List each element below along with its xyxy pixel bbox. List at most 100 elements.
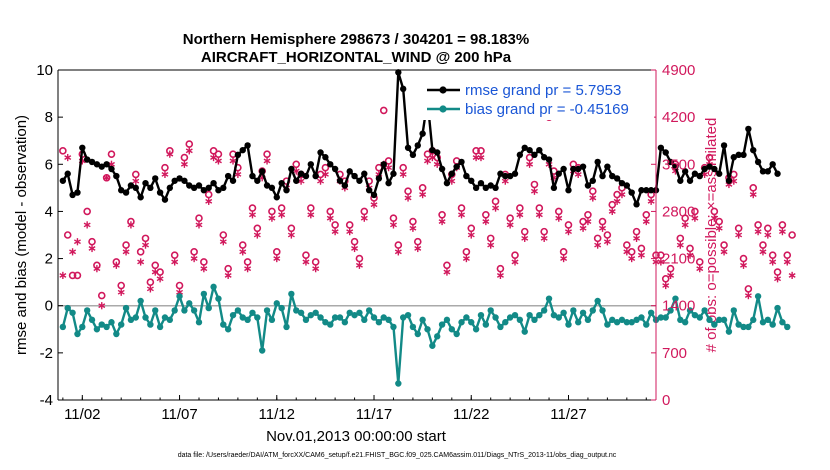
obs-possible-point xyxy=(525,153,534,162)
obs-possible-point xyxy=(253,224,262,233)
asterisk-stroke xyxy=(419,192,427,197)
y-tick-label-left: 6 xyxy=(45,156,53,173)
asterisk-stroke xyxy=(715,225,723,231)
y-tick-label-left: 8 xyxy=(45,109,53,126)
rmse-point xyxy=(122,189,130,196)
obs-assimilated-point xyxy=(414,244,422,253)
asterisk-stroke xyxy=(278,212,286,218)
bias-point xyxy=(127,316,135,324)
rmse-point xyxy=(103,161,110,168)
obs-possible-point xyxy=(248,204,257,212)
bias-point xyxy=(681,319,689,326)
bias-point xyxy=(98,321,105,328)
bias-point xyxy=(497,323,504,331)
obs-assimilated-point xyxy=(161,170,169,178)
obs-possible-point xyxy=(588,187,597,196)
y-tick-label-right: 0 xyxy=(662,392,670,409)
obs-assimilated-point xyxy=(555,214,563,222)
obs-assimilated-point xyxy=(443,268,451,276)
obs-assimilated-point xyxy=(565,228,572,236)
rmse-point xyxy=(365,187,373,194)
rmse-point xyxy=(200,187,208,194)
rmse-point xyxy=(327,161,334,168)
rmse-point xyxy=(147,184,154,192)
obs-assimilated-point xyxy=(268,214,276,222)
rmse-point xyxy=(701,165,708,173)
bias-point xyxy=(317,314,324,321)
obs-possible-point xyxy=(307,204,315,212)
obs-possible-point xyxy=(768,251,777,260)
obs-assimilated-point xyxy=(526,160,534,168)
bias-point xyxy=(273,300,280,307)
asterisk-stroke xyxy=(477,155,485,160)
obs-possible-point xyxy=(311,258,320,266)
rmse-point xyxy=(545,156,553,163)
asterisk-stroke xyxy=(642,219,650,224)
rmse-point xyxy=(142,179,149,187)
rmse-point xyxy=(263,182,271,189)
rmse-point xyxy=(584,182,592,189)
rmse-point xyxy=(754,158,762,166)
rmse-point xyxy=(356,177,363,184)
obs-assimilated-point xyxy=(662,281,670,290)
bias-point xyxy=(463,314,470,321)
obs-possible-point xyxy=(423,150,432,158)
obs-assimilated-point xyxy=(560,254,568,263)
obs-assimilated-point xyxy=(389,221,397,229)
obs-possible-point xyxy=(788,231,796,239)
rmse-point xyxy=(83,156,91,163)
bias-point xyxy=(487,307,494,314)
asterisk-stroke xyxy=(214,158,222,164)
obs-possible-point xyxy=(584,210,592,219)
rmse-point xyxy=(108,165,115,173)
bias-point xyxy=(190,307,198,314)
bias-point xyxy=(711,321,718,328)
obs-assimilated-point xyxy=(166,150,174,158)
asterisk-stroke xyxy=(443,269,451,275)
x-axis-label: Nov.01,2013 00:00:00 start xyxy=(266,428,447,445)
rmse-point xyxy=(229,177,237,184)
asterisk-stroke xyxy=(83,222,91,228)
obs-possible-point xyxy=(506,214,514,222)
bias-point xyxy=(293,307,300,314)
obs-possible-point xyxy=(413,237,422,246)
rmse-point xyxy=(536,146,543,154)
obs-assimilated-point xyxy=(132,177,140,185)
legend-rmse-marker xyxy=(439,86,447,94)
obs-assimilated-point xyxy=(506,221,514,229)
obs-assimilated-point xyxy=(482,217,490,226)
asterisk-stroke xyxy=(326,215,334,221)
bias-point xyxy=(254,314,261,321)
rmse-point xyxy=(239,146,246,154)
obs-assimilated-point xyxy=(521,234,529,242)
obs-possible-point xyxy=(156,268,164,276)
obs-assimilated-point xyxy=(642,217,650,226)
rmse-point xyxy=(341,182,349,189)
rmse-point xyxy=(769,161,776,168)
bias-point xyxy=(210,283,217,291)
rmse-point xyxy=(565,187,572,194)
obs-assimilated-point xyxy=(720,248,728,256)
obs-possible-point xyxy=(389,214,398,222)
asterisk-stroke xyxy=(355,262,363,268)
obs-assimilated-point xyxy=(307,211,315,219)
asterisk-stroke xyxy=(783,259,791,265)
bias-point xyxy=(672,295,679,302)
obs-assimilated-point xyxy=(754,228,762,236)
asterisk-stroke xyxy=(764,232,772,238)
asterisk-stroke xyxy=(321,171,329,177)
obs-possible-point xyxy=(462,248,471,256)
obs-possible-point xyxy=(170,251,179,260)
bias-point xyxy=(229,311,237,319)
asterisk-stroke xyxy=(516,212,524,218)
obs-assimilated-point xyxy=(370,201,378,209)
asterisk-stroke xyxy=(351,246,359,251)
obs-possible-point xyxy=(214,150,223,158)
bias-point xyxy=(531,316,538,324)
rmse-point xyxy=(667,158,674,166)
obs-possible-point xyxy=(486,234,495,243)
rmse-point xyxy=(482,184,490,192)
rmse-point xyxy=(540,154,548,161)
bias-point xyxy=(759,319,767,326)
